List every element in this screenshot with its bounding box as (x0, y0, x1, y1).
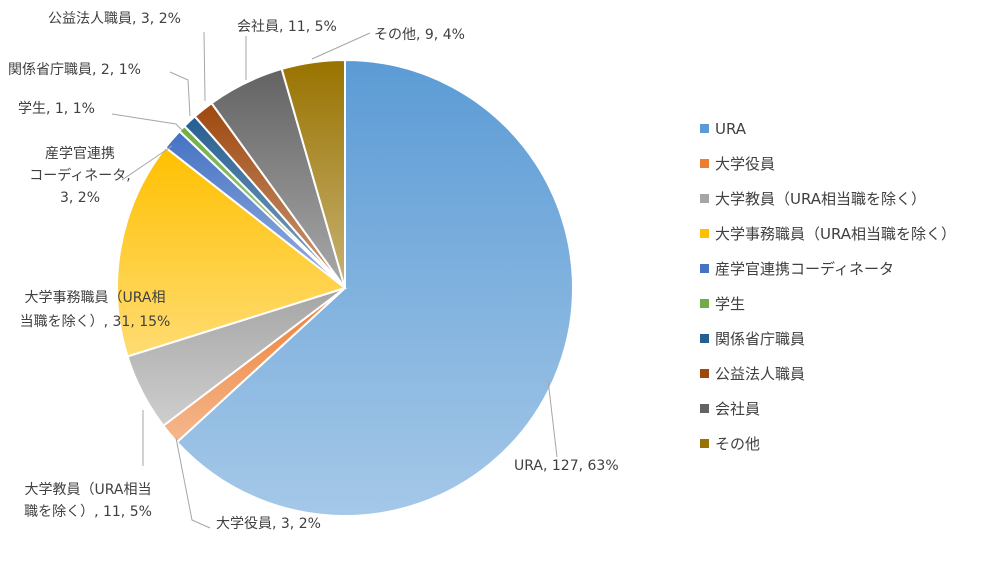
data-label-9: その他, 9, 4% (374, 27, 465, 43)
legend-swatch-0 (700, 124, 709, 133)
legend-label-1: 大学役員 (715, 155, 775, 173)
legend-swatch-4 (700, 264, 709, 273)
legend-label-8: 会社員 (715, 400, 760, 418)
data-label-line: 職を除く）, 11, 5% (24, 504, 152, 520)
leader-line-6 (169, 71, 191, 117)
data-label-line: 学生, 1, 1% (18, 101, 95, 117)
legend-label-6: 関係省庁職員 (715, 330, 805, 348)
data-label-line: 大学教員（URA相当 (25, 482, 152, 498)
pie-slices (116, 58, 574, 517)
pie-slice-0 (175, 58, 574, 517)
data-labels: URA, 127, 63% 大学役員, 3, 2% 大学教員（URA相当職を除く）,… (8, 11, 619, 532)
legend-swatch-2 (700, 194, 709, 203)
data-label-1: 大学役員, 3, 2% (216, 516, 321, 532)
data-label-line: 大学事務職員（URA相 (25, 290, 166, 306)
leader-line-5 (111, 113, 183, 131)
data-label-line: URA, 127, 63% (514, 458, 619, 474)
data-label-4: 産学官連携コーディネータ, 3, 2% (29, 146, 130, 206)
legend-label-0: URA (715, 120, 747, 138)
data-label-line: 公益法人職員, 3, 2% (48, 11, 181, 27)
data-label-6: 関係省庁職員, 2, 1% (8, 62, 141, 78)
data-label-7: 公益法人職員, 3, 2% (48, 11, 181, 27)
legend-swatch-3 (700, 229, 709, 238)
data-label-line: 当職を除く）, 31, 15% (20, 314, 171, 330)
data-label-2: 大学教員（URA相当職を除く）, 11, 5% (24, 482, 152, 520)
data-label-0: URA, 127, 63% (514, 458, 619, 474)
data-label-line: コーディネータ, (29, 167, 130, 184)
data-label-line: 会社員, 11, 5% (237, 19, 337, 35)
legend-swatch-9 (700, 439, 709, 448)
data-label-line: 3, 2% (60, 190, 100, 206)
legend-swatch-1 (700, 159, 709, 168)
pie-slice-9 (280, 58, 346, 289)
leader-lines (111, 31, 558, 529)
legend-swatch-5 (700, 299, 709, 308)
legend-label-7: 公益法人職員 (715, 365, 805, 383)
legend-label-3: 大学事務職員（URA相当職を除く） (715, 225, 956, 243)
data-label-line: その他, 9, 4% (374, 27, 465, 43)
leader-line-0 (547, 379, 558, 458)
legend-swatch-8 (700, 404, 709, 413)
data-label-line: 産学官連携 (45, 146, 115, 162)
pie-slice-3 (116, 146, 348, 358)
data-label-8: 会社員, 11, 5% (237, 19, 337, 35)
data-label-line: 大学役員, 3, 2% (216, 516, 321, 532)
legend-label-5: 学生 (715, 295, 745, 313)
legend-label-4: 産学官連携コーディネータ (715, 260, 894, 278)
leader-line-1 (175, 437, 211, 529)
leader-line-9 (311, 32, 371, 60)
data-label-line: 関係省庁職員, 2, 1% (8, 62, 141, 78)
legend-swatch-6 (700, 334, 709, 343)
legend-swatch-7 (700, 369, 709, 378)
data-label-5: 学生, 1, 1% (18, 101, 95, 117)
legend-label-2: 大学教員（URA相当職を除く） (715, 190, 926, 208)
legend-label-9: その他 (715, 435, 760, 453)
leader-line-4 (121, 145, 173, 181)
data-label-3: 大学事務職員（URA相当職を除く）, 31, 15% (20, 290, 171, 330)
leader-line-7 (203, 31, 206, 102)
